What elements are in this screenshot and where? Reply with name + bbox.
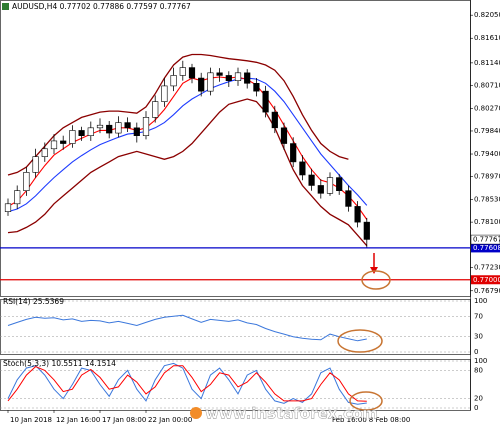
- annotation-circle: [337, 329, 383, 353]
- candle-body: [87, 127, 94, 136]
- candle-body: [23, 172, 30, 191]
- candle-body: [96, 124, 104, 129]
- indicator-line: [7, 365, 367, 402]
- x-tick-label: 8 Feb 08:00: [369, 416, 410, 424]
- candle-body: [336, 177, 343, 191]
- y-tick-label: 100: [474, 297, 487, 305]
- candle-body: [106, 124, 113, 134]
- candle-body: [152, 101, 159, 118]
- candle-body: [133, 127, 140, 136]
- candle-body: [188, 67, 196, 79]
- candle-body: [225, 75, 232, 81]
- x-tick-label: 17 Jan 08:00: [102, 416, 146, 424]
- candle-body: [354, 206, 361, 223]
- indicator-line: [7, 77, 368, 213]
- y-tick-label: 100: [474, 357, 487, 365]
- watermark: www.instaforex.com: [190, 404, 378, 423]
- y-tick-label: 70: [474, 312, 483, 320]
- indicator-line: [7, 53, 349, 176]
- watermark-text: www.instaforex.com: [205, 405, 378, 423]
- x-tick-label: 22 Jan 00:00: [148, 416, 192, 424]
- candle-body: [198, 77, 205, 92]
- indicator-line: [7, 314, 367, 342]
- candle-body: [14, 190, 21, 205]
- candle-body: [345, 190, 352, 207]
- candle-body: [32, 156, 39, 173]
- candle-body: [234, 72, 242, 81]
- symbol-icon: [2, 3, 9, 10]
- candle-body: [317, 185, 324, 194]
- candle-body: [142, 117, 150, 136]
- candle-body: [124, 122, 131, 129]
- candle-body: [41, 148, 48, 157]
- x-tick-label: 12 Jan 16:00: [56, 416, 100, 424]
- y-tick-label: 80: [474, 366, 483, 374]
- x-tick-label: 10 Jan 2018: [10, 416, 52, 424]
- candle-body: [115, 122, 122, 134]
- y-tick-label: 30: [474, 333, 483, 341]
- indicator-line: [7, 362, 367, 405]
- indicator-line: [7, 98, 368, 247]
- candle-body: [60, 140, 67, 144]
- price-level-box: [471, 275, 500, 285]
- candle-body: [69, 130, 76, 144]
- candle-body: [253, 82, 260, 92]
- candle-body: [326, 177, 334, 194]
- stoch-title: Stoch(5,3,3) 10.5511 14.1514: [3, 359, 116, 368]
- candle-body: [50, 140, 58, 150]
- candle-body: [299, 161, 306, 176]
- candle-body: [280, 127, 288, 144]
- watermark-logo: [190, 407, 202, 419]
- candle-body: [179, 67, 186, 76]
- last-price-box: [470, 234, 500, 245]
- candle-body: [4, 203, 12, 212]
- x-tick-label: Feb 16:00: [332, 416, 367, 424]
- candle-body: [161, 85, 168, 102]
- price-level-box: [471, 243, 500, 253]
- y-tick-label: 20: [474, 395, 483, 403]
- candle-body: [170, 75, 177, 87]
- candle-body: [290, 143, 297, 163]
- candle-body: [216, 72, 223, 76]
- candle-body: [363, 221, 370, 240]
- main-title: AUDUSD,H4 0.77702 0.77886 0.77597 0.7776…: [12, 2, 191, 11]
- candle-body: [244, 72, 251, 84]
- y-tick-label: 0: [474, 404, 478, 412]
- candle-body: [207, 72, 214, 92]
- price-level-label: 0.77000: [473, 276, 500, 284]
- price-level-label: 0.77608: [473, 244, 500, 252]
- y-tick-label: 0: [474, 348, 478, 356]
- annotation-circle: [349, 391, 383, 411]
- rsi-title: RSI(14) 25.5369: [3, 297, 64, 306]
- last-price-label: 0.77767: [473, 236, 500, 244]
- annotation-circle: [361, 270, 391, 290]
- candle-body: [262, 90, 269, 113]
- candle-body: [78, 130, 85, 136]
- indicator-line: [7, 76, 368, 220]
- candle-body: [308, 174, 315, 186]
- candle-body: [271, 111, 278, 129]
